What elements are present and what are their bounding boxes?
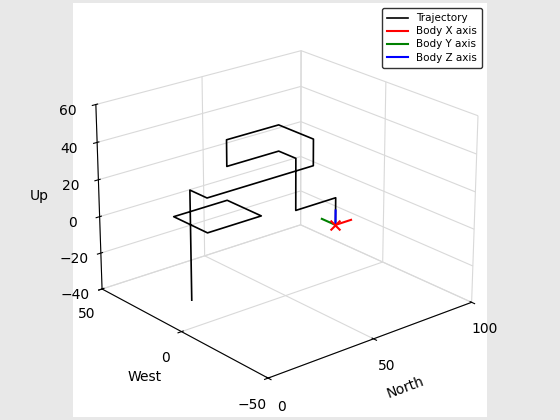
Y-axis label: West: West	[127, 370, 161, 384]
Legend: Trajectory, Body X axis, Body Y axis, Body Z axis: Trajectory, Body X axis, Body Y axis, Bo…	[381, 8, 482, 68]
X-axis label: North: North	[385, 374, 426, 401]
